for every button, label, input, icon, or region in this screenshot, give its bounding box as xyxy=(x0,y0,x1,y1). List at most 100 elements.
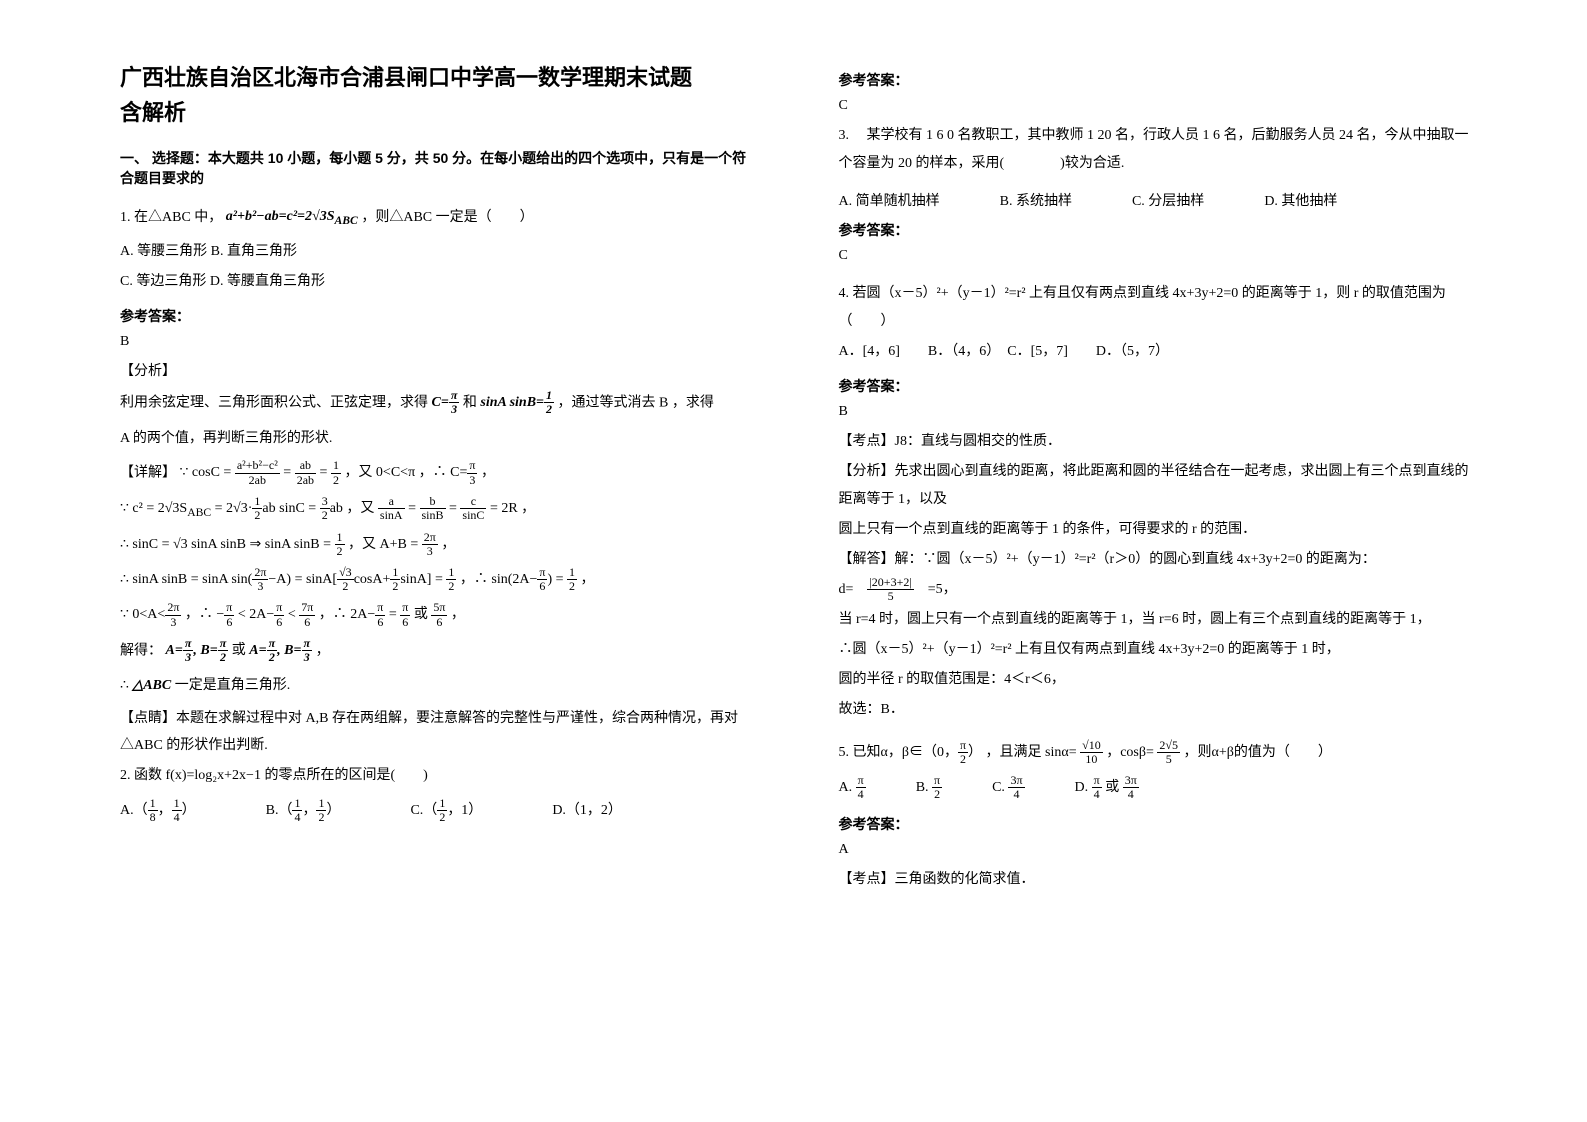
f: 1 xyxy=(292,797,302,811)
f: 4 xyxy=(292,811,302,824)
q1-comment: 【点睛】本题在求解过程中对 A,B 存在两组解，要注意解答的完整性与严谨性，综合… xyxy=(120,706,759,759)
q5-suf: ，则α+β的值为（ ） xyxy=(1180,745,1332,760)
q2a-pre: A.（ xyxy=(120,803,148,818)
q1-d5-f: ∵ 0<A<2π3 ，∴ −π6 < 2A−π6 < 7π6 ，∴ 2A−π6 … xyxy=(120,607,465,622)
q3-stem: 3. 某学校有 1 6 0 名教职工，其中教师 1 20 名，行政人员 1 6 … xyxy=(839,122,1478,178)
q1-d6: 解得： A=π3, B=π2 或 A=π2, B=π3 ， xyxy=(120,636,759,667)
p: C.（ xyxy=(410,803,437,818)
f: 8 xyxy=(148,811,158,824)
q1-ana-l1-pre: 利用余弦定理、三角形面积公式、正弦定理，求得 xyxy=(120,396,432,411)
n: 3π xyxy=(1008,774,1024,788)
n: π xyxy=(1092,774,1102,788)
d: 4 xyxy=(856,788,866,801)
q1-ans-letter: B xyxy=(120,334,759,350)
q4-point: 【考点】J8：直线与圆相交的性质． xyxy=(839,428,1478,456)
q5-f3: 2√55 xyxy=(1157,739,1180,766)
q5-ans-head: 参考答案： xyxy=(839,814,1478,834)
right-column: 参考答案： C 3. 某学校有 1 6 0 名教职工，其中教师 1 20 名，行… xyxy=(799,60,1498,1082)
title-line-2: 含解析 xyxy=(120,100,186,125)
q1-d6-pre: 解得： xyxy=(120,643,162,658)
q5-options: A. π4 B. π2 C. 3π4 D. π4 或 3π4 xyxy=(839,773,1478,804)
q4-ana2: 圆上只有一个点到直线的距离等于 1 的条件，可得要求的 r 的范围． xyxy=(839,516,1478,544)
s: ） xyxy=(182,803,196,818)
p: A. xyxy=(839,780,856,795)
q1-stem: 1. 在△ABC 中， a²+b²−ab=c²=2√3SABC ，则△ABC 一… xyxy=(120,202,759,234)
q1-d5: ∵ 0<A<2π3 ，∴ −π6 < 2A−π6 < 7π6 ，∴ 2A−π6 … xyxy=(120,600,759,631)
q1-d6-suf: ， xyxy=(316,643,330,658)
q3-options: A. 简单随机抽样 B. 系统抽样 C. 分层抽样 D. 其他抽样 xyxy=(839,190,1478,210)
q4-sol3: 当 r=4 时，圆上只有一个点到直线的距离等于 1，当 r=6 时，圆上有三个点… xyxy=(839,606,1478,634)
q5-f2: √1010 xyxy=(1080,739,1103,766)
f: 1 xyxy=(172,797,182,811)
q4-ana: 【分析】先求出圆心到直线的距离，将此距离和圆的半径结合在一起考虑，求出圆上有三个… xyxy=(839,458,1478,514)
q4-ans: B xyxy=(839,404,1478,420)
q5-optD: D. π4 或 3π4 xyxy=(1075,773,1139,804)
q2-stem: 2. 函数 f(x)=log₂x+2x−1 的零点所在的区间是( ) xyxy=(120,761,759,792)
q1-stem-prefix: 1. 在△ABC 中， xyxy=(120,210,222,225)
s: ，1） xyxy=(447,803,482,818)
q5-optC: C. 3π4 xyxy=(992,773,1024,804)
q1-options-cd: C. 等边三角形 D. 等腰直角三角形 xyxy=(120,268,759,296)
d: 4 xyxy=(1008,788,1024,801)
q1-detail-tag: 【详解】 xyxy=(120,466,176,481)
q5-optB: B. π2 xyxy=(916,773,942,804)
q2-optD: D.（1，2） xyxy=(552,796,622,827)
q5-pre: 5. 已知α，β∈（0， xyxy=(839,745,958,760)
n: |20+3+2| xyxy=(867,576,913,590)
section-1-head: 一、 选择题：本大题共 10 小题，每小题 5 分，共 50 分。在每小题给出的… xyxy=(120,148,759,188)
q5-optA: A. π4 xyxy=(839,773,866,804)
q1-d6-f: A=π3, B=π2 或 A=π2, B=π3 xyxy=(166,643,313,658)
n: 3π xyxy=(1123,774,1139,788)
q4-sol: 【解答】解：∵圆（x－5）²+（y－1）²=r²（r＞0）的圆心到直线 4x+3… xyxy=(839,546,1478,574)
q3-optC: C. 分层抽样 xyxy=(1132,190,1204,210)
q2-optA: A.（18，14） xyxy=(120,796,196,827)
q1-d3-f: ∴ sinC = √3 sinA sinB ⇒ sinA sinB = 12 ，… xyxy=(120,537,455,552)
q1-d4-f: ∴ sinA sinB = sinA sin(2π3−A) = sinA[√32… xyxy=(120,572,595,587)
f: 1 xyxy=(437,797,447,811)
q4-sol4: ∴圆（x－5）²+（y－1）²=r² 上有且仅有两点到直线 4x+3y+2=0 … xyxy=(839,636,1478,664)
q4-sol-frac: d= |20+3+2|5 =5， xyxy=(839,576,1478,604)
d: 4 xyxy=(1123,788,1139,801)
q5-stem: 5. 已知α，β∈（0，π2） ，且满足 sinα= √1010 ，cosβ= … xyxy=(839,738,1478,769)
q1-ans-head: 参考答案： xyxy=(120,306,759,326)
left-column: 广西壮族自治区北海市合浦县闸口中学高一数学理期末试题 含解析 一、 选择题：本大… xyxy=(100,60,799,1082)
n: π xyxy=(932,774,942,788)
q1-ana-l1-mid: 和 xyxy=(463,396,481,411)
q4-sol5: 圆的半径 r 的取值范围是：4＜r＜6， xyxy=(839,666,1478,694)
q3-ans: C xyxy=(839,248,1478,264)
q1-options-ab: A. 等腰三角形 B. 直角三角形 xyxy=(120,238,759,266)
d: 5 xyxy=(867,590,913,603)
q2-ans: C xyxy=(839,98,1478,114)
f: 1 xyxy=(316,797,326,811)
q1-d1: ∵ cosC = a²+b²−c²2ab = ab2ab = 12 ，又 0<C… xyxy=(180,465,495,480)
q5-m2: ，cosβ= xyxy=(1103,745,1158,760)
q1-ana-l1-suf: ，通过等式消去 B ，求得 xyxy=(558,396,714,411)
f: 2 xyxy=(316,811,326,824)
q1-d7: ∴ △ABC 一定是直角三角形. xyxy=(120,671,759,702)
f: 4 xyxy=(172,811,182,824)
q1-d3: ∴ sinC = √3 sinA sinB ⇒ sinA sinB = 12 ，… xyxy=(120,530,759,561)
q4-distance-frac: |20+3+2|5 xyxy=(867,576,913,603)
q1-d2-f: ∵ c² = 2√3SABC = 2√3·12ab sinC = 32ab ，又… xyxy=(120,501,535,516)
q4-d-pre: d= xyxy=(839,582,868,597)
q5-ans: A xyxy=(839,842,1478,858)
s: ） xyxy=(326,803,340,818)
title-line-1: 广西壮族自治区北海市合浦县闸口中学高一数学理期末试题 xyxy=(120,65,692,90)
q2-optC: C.（12，1） xyxy=(410,796,482,827)
q3-optD: D. 其他抽样 xyxy=(1264,190,1337,210)
q3-optA: A. 简单随机抽样 xyxy=(839,190,940,210)
m: 或 xyxy=(1102,780,1123,795)
q2-options: A.（18，14） B.（14，12） C.（12，1） D.（1，2） xyxy=(120,796,759,827)
d: 4 xyxy=(1092,788,1102,801)
q1-detail-l1: 【详解】 ∵ cosC = a²+b²−c²2ab = ab2ab = 12 ，… xyxy=(120,458,759,489)
q1-ana-f2: sinA sinB=12 xyxy=(480,395,554,410)
f: 1 xyxy=(148,797,158,811)
q1-formula: a²+b²−ab=c²=2√3SABC xyxy=(226,209,358,224)
q1-d4: ∴ sinA sinB = sinA sin(2π3−A) = sinA[√32… xyxy=(120,565,759,596)
q1-ana-f1: C=π3 xyxy=(432,395,460,410)
q2-ans-head: 参考答案： xyxy=(839,70,1478,90)
q5-point: 【考点】三角函数的化简求值． xyxy=(839,866,1478,894)
m: ， xyxy=(302,803,316,818)
p: B.（ xyxy=(266,803,293,818)
f: 2 xyxy=(437,811,447,824)
